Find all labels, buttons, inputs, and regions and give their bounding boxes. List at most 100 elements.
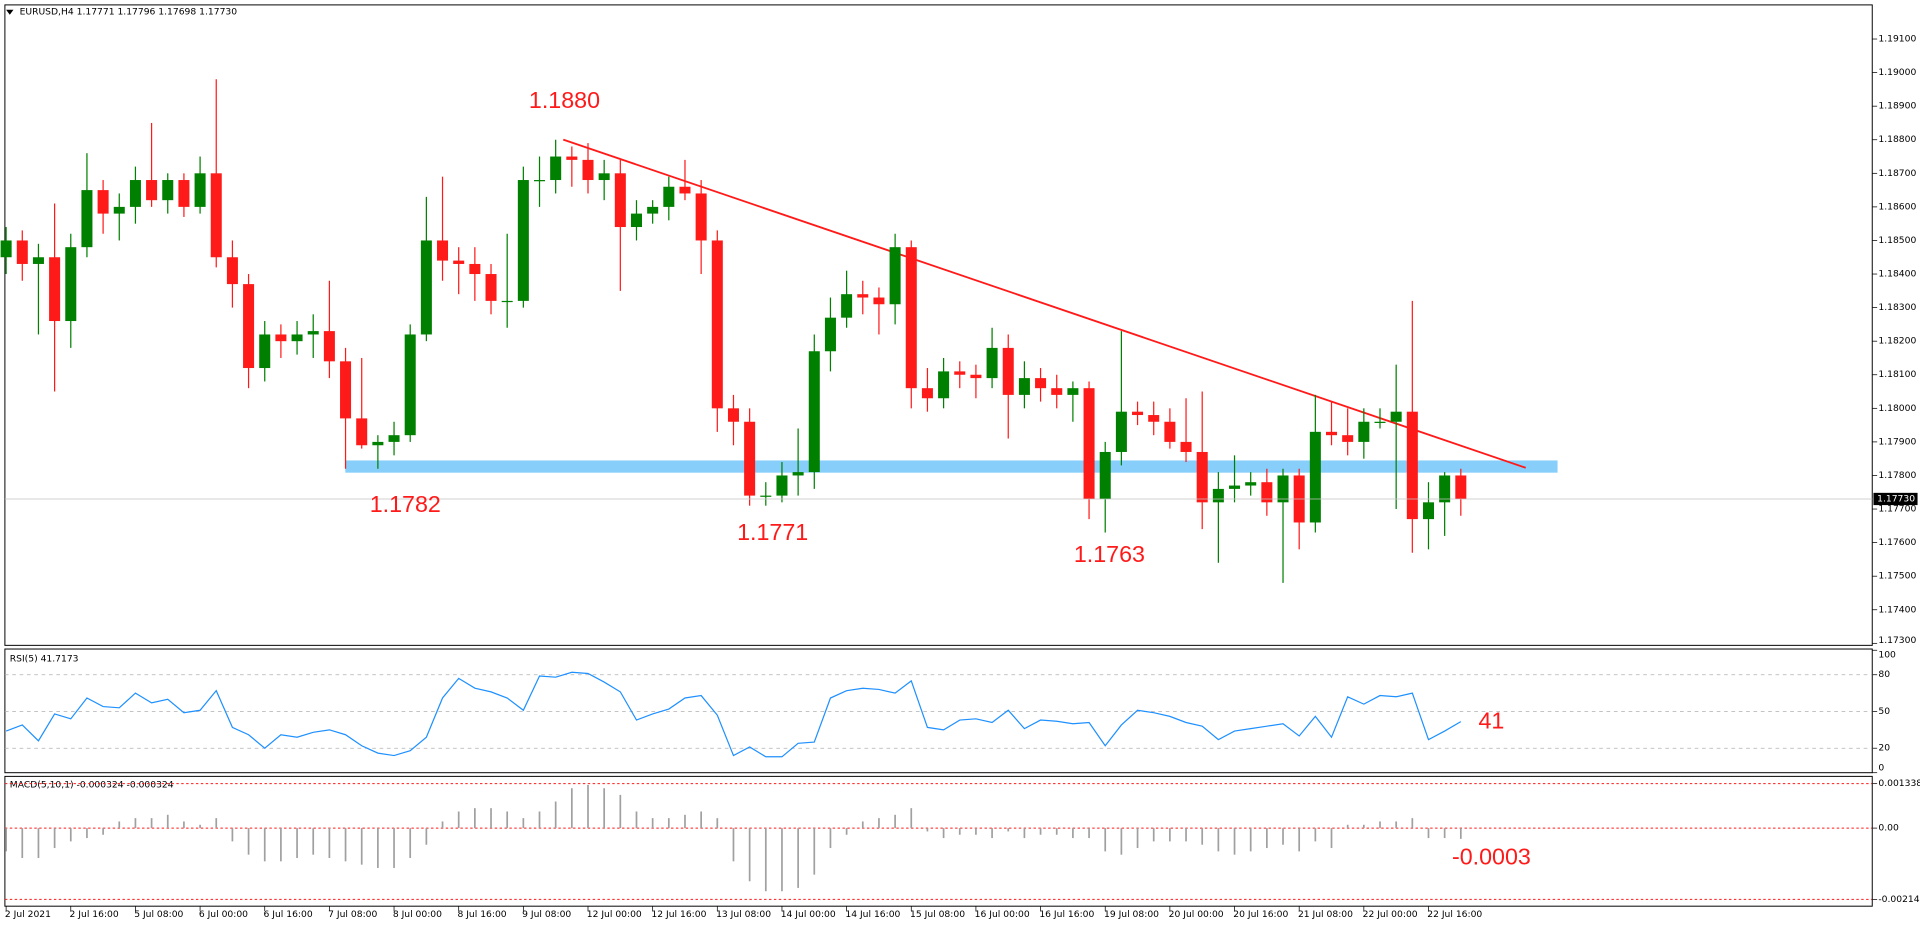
candle-body [194, 173, 206, 207]
candle-body [808, 351, 820, 473]
x-tick-label: 14 Jul 16:00 [845, 909, 900, 920]
candle-body [1164, 421, 1176, 442]
candle-body [1455, 475, 1467, 499]
y-tick-label: 1.19100 [1878, 34, 1916, 45]
y-tick-label: 1.18100 [1878, 369, 1916, 380]
candle-body [1261, 482, 1273, 503]
x-tick-label: 9 Jul 08:00 [522, 909, 571, 920]
candle-body [857, 294, 869, 298]
candle-body [162, 180, 174, 201]
x-tick-label: 20 Jul 16:00 [1233, 909, 1288, 920]
x-tick-label: 22 Jul 00:00 [1363, 909, 1418, 920]
candle-body [1115, 411, 1127, 452]
candle-body [291, 334, 303, 342]
candle-body [388, 435, 400, 442]
candle-body [711, 240, 723, 409]
candle-body [0, 240, 12, 258]
candle-body [453, 260, 465, 264]
x-tick-label: 2 Jul 16:00 [70, 909, 119, 920]
y-tick-label: 1.17900 [1878, 436, 1916, 447]
rsi-header: RSI(5) 41.7173 [10, 653, 79, 664]
candle-body [178, 180, 190, 207]
candle-body [113, 206, 125, 214]
candle-body [598, 173, 610, 181]
candle-body [1212, 488, 1224, 503]
candle-body [938, 371, 950, 399]
annotation: 1.1880 [529, 87, 600, 113]
candle-body [889, 247, 901, 305]
candle-body [372, 441, 384, 446]
x-tick-label: 5 Jul 08:00 [134, 909, 183, 920]
candle-body [566, 156, 578, 160]
candle-body [340, 361, 352, 419]
candle-body [986, 347, 998, 379]
candle-body [647, 206, 659, 214]
x-tick-label: 22 Jul 16:00 [1427, 909, 1482, 920]
support-zone [345, 460, 1558, 473]
candle-body [81, 190, 93, 248]
x-tick-label: 21 Jul 08:00 [1298, 909, 1353, 920]
candle-body [792, 472, 804, 476]
candle-body [420, 240, 432, 335]
x-tick-label: 16 Jul 16:00 [1039, 909, 1094, 920]
candle-body [679, 186, 691, 194]
candle-body [824, 317, 836, 352]
x-tick-label: 19 Jul 08:00 [1104, 909, 1159, 920]
y-tick-label: 50 [1878, 706, 1890, 717]
menu-arrow[interactable] [6, 9, 14, 15]
candle-body [873, 297, 885, 305]
trend-line [562, 138, 1527, 469]
candle-body [210, 173, 222, 258]
candle-body [469, 263, 481, 275]
y-tick-label: 0.001338 [1878, 778, 1920, 789]
candle-body [1099, 451, 1111, 499]
annotation: 41 [1478, 708, 1504, 734]
x-tick-label: 13 Jul 08:00 [716, 909, 771, 920]
candle-body [841, 294, 853, 318]
candle-body [1406, 411, 1418, 520]
candle-body [275, 334, 287, 342]
candle-body [517, 180, 529, 301]
candle-body [1180, 441, 1192, 452]
candle-body [1245, 482, 1257, 486]
candle-body [404, 334, 416, 436]
x-tick-label: 12 Jul 00:00 [587, 909, 642, 920]
last-price-label: 1.17730 [1877, 493, 1915, 504]
y-tick-label: 1.18200 [1878, 336, 1916, 347]
y-tick-label: 1.17800 [1878, 470, 1916, 481]
candle-body [243, 284, 255, 369]
candle-body [550, 156, 562, 181]
candle-body [356, 418, 368, 446]
last-price-box [1873, 492, 1918, 506]
candle-body [1229, 485, 1241, 489]
candle-body [921, 388, 933, 399]
y-tick-label: 1.17700 [1878, 504, 1916, 515]
x-tick-label: 15 Jul 08:00 [910, 909, 965, 920]
y-tick-label: -0.002146 [1878, 894, 1920, 905]
candle-body [1422, 502, 1434, 520]
candle-body [1002, 347, 1014, 395]
x-tick-label: 7 Jul 08:00 [328, 909, 377, 920]
candle-body [954, 371, 966, 375]
candle-body [1309, 431, 1321, 523]
x-tick-label: 6 Jul 00:00 [199, 909, 248, 920]
candle-body [32, 257, 44, 264]
y-tick-label: 1.18600 [1878, 201, 1916, 212]
candle-body [1277, 475, 1289, 503]
candle-body [760, 495, 772, 497]
candle-body [129, 180, 141, 207]
candle-body [1390, 411, 1402, 422]
macd-pane [4, 775, 1873, 907]
annotation: 1.1782 [370, 491, 441, 517]
candle-body [727, 408, 739, 422]
candle-body [1035, 378, 1047, 389]
y-tick-label: 20 [1878, 743, 1890, 754]
x-tick-label: 16 Jul 00:00 [975, 909, 1030, 920]
annotation: 1.1763 [1074, 541, 1145, 567]
plot-layer: 1.191001.190001.189001.188001.187001.186… [0, 34, 1920, 920]
y-tick-label: 80 [1878, 669, 1890, 680]
annotation: -0.0003 [1452, 844, 1531, 870]
candle-body [1083, 388, 1095, 499]
